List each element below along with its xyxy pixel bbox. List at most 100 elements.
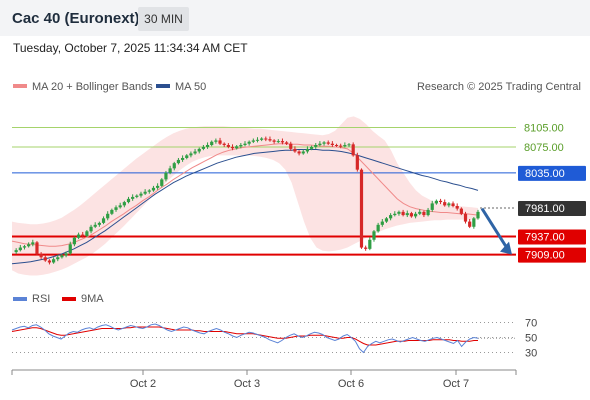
rsi-ma-legend-label: 9MA bbox=[81, 293, 104, 305]
candle-body bbox=[447, 203, 451, 206]
candle-body bbox=[359, 169, 364, 248]
candle-body bbox=[210, 141, 214, 145]
candle-body bbox=[384, 218, 389, 222]
ma20-legend-swatch bbox=[13, 84, 27, 88]
candle-body bbox=[56, 257, 60, 260]
candle-body bbox=[472, 218, 476, 227]
interval-button[interactable]: 30 MIN bbox=[138, 7, 189, 31]
candle-body bbox=[334, 144, 339, 146]
candle-body bbox=[230, 146, 235, 149]
candle-body bbox=[205, 144, 210, 147]
candle-body bbox=[409, 213, 414, 217]
candle-body bbox=[380, 221, 384, 225]
level-label-support: 7909.00 bbox=[525, 250, 565, 262]
candle-body bbox=[31, 242, 35, 245]
rsi-legend-label: RSI bbox=[32, 293, 50, 305]
candle-body bbox=[52, 259, 56, 263]
instrument-title: Cac 40 (Euronext) bbox=[12, 10, 140, 27]
candle-body bbox=[272, 140, 276, 142]
candle-body bbox=[118, 205, 122, 208]
candle-body bbox=[47, 260, 52, 263]
candle-body bbox=[176, 159, 181, 164]
candle-body bbox=[297, 151, 301, 154]
ma20-legend-label: MA 20 + Bollinger Bands bbox=[32, 81, 153, 93]
rsi-legend-swatch bbox=[13, 297, 27, 301]
candle-body bbox=[18, 247, 22, 251]
candle-body bbox=[64, 253, 68, 256]
main-legend: MA 20 + Bollinger Bands MA 50 Research ©… bbox=[13, 81, 581, 93]
candle-body bbox=[222, 143, 226, 145]
candle-body bbox=[426, 209, 430, 216]
candle-body bbox=[60, 255, 64, 258]
chart-datetime: Tuesday, October 7, 2025 11:34:34 AM CET bbox=[13, 41, 248, 55]
candle-body bbox=[389, 215, 393, 219]
level-tag-support bbox=[518, 247, 586, 263]
candle-body bbox=[293, 148, 297, 152]
candle-body bbox=[372, 231, 376, 240]
candle-body bbox=[172, 163, 176, 169]
candle-body bbox=[164, 172, 168, 180]
level-tag-last bbox=[518, 200, 586, 216]
candle-body bbox=[185, 155, 189, 158]
candle-body bbox=[339, 145, 343, 147]
candle-body bbox=[443, 202, 447, 206]
level-label-support: 7937.00 bbox=[525, 232, 565, 244]
candle-body bbox=[322, 142, 326, 144]
rsi-line bbox=[11, 323, 479, 354]
research-credit: Research © 2025 Trading Central bbox=[417, 81, 581, 93]
candle-body bbox=[305, 148, 310, 152]
ma50-legend-swatch bbox=[156, 84, 170, 88]
level-label-pivot: 8035.00 bbox=[525, 168, 565, 180]
rsi-tick-label: 70 bbox=[525, 318, 537, 330]
candle-body bbox=[285, 142, 289, 144]
candle-body bbox=[330, 143, 334, 145]
candle-body bbox=[239, 144, 243, 147]
candle-body bbox=[110, 209, 114, 214]
candle-body bbox=[455, 206, 459, 209]
candle-body bbox=[180, 157, 185, 160]
candle-body bbox=[351, 144, 355, 156]
candle-body bbox=[318, 143, 322, 145]
candle-body bbox=[89, 226, 93, 232]
candle-body bbox=[97, 222, 101, 225]
candle-body bbox=[260, 138, 264, 140]
candle-body bbox=[401, 211, 405, 216]
candle-body bbox=[139, 193, 143, 196]
candle-body bbox=[301, 151, 305, 154]
candle-body bbox=[151, 187, 156, 191]
candle-body bbox=[451, 203, 455, 207]
x-tick-label: Oct 7 bbox=[443, 378, 469, 390]
candle-body bbox=[405, 213, 409, 216]
candle-body bbox=[35, 242, 39, 255]
candle-body bbox=[22, 246, 27, 248]
candle-body bbox=[418, 211, 422, 214]
candle-body bbox=[255, 139, 260, 141]
candle-body bbox=[189, 153, 193, 156]
forecast-arrow-head bbox=[500, 241, 512, 255]
candle-body bbox=[235, 146, 239, 149]
rsi-tick-label: 50 bbox=[525, 333, 537, 345]
candle-body bbox=[268, 139, 272, 141]
candle-body bbox=[218, 140, 222, 144]
candle-body bbox=[168, 168, 172, 173]
candle-body bbox=[214, 140, 218, 142]
ma20-line bbox=[11, 143, 479, 247]
candle-body bbox=[463, 213, 468, 222]
rsi-ma-legend-swatch bbox=[62, 297, 76, 301]
candle-body bbox=[376, 224, 380, 232]
candle-body bbox=[347, 144, 351, 146]
candle-body bbox=[468, 221, 472, 227]
x-tick-label: Oct 2 bbox=[130, 378, 156, 390]
candle-body bbox=[14, 250, 18, 253]
candle-body bbox=[201, 146, 205, 149]
candle-body bbox=[122, 202, 126, 206]
candle-body bbox=[438, 200, 443, 203]
rsi-tick-label: 30 bbox=[525, 348, 537, 360]
candle-body bbox=[314, 144, 318, 147]
candle-body bbox=[459, 208, 463, 214]
candle-body bbox=[276, 141, 280, 143]
level-label-last: 7981.00 bbox=[525, 203, 565, 215]
candle-body bbox=[81, 234, 85, 236]
candle-body bbox=[226, 144, 230, 147]
candle-body bbox=[476, 211, 480, 219]
